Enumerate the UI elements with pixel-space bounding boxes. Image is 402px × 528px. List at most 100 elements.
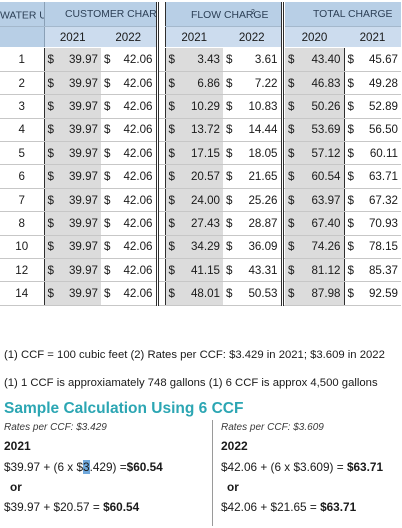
column-gap [155,258,165,283]
currency-symbol: $ [47,193,54,207]
amount-value: 85.37 [368,263,398,277]
customer-2022-cell: $42.06 [101,281,157,306]
currency-symbol: $ [104,193,111,207]
flow-2022-cell: $28.87 [223,211,282,236]
amount-value: 63.97 [311,193,341,207]
currency-symbol: $ [168,99,175,113]
total-2020-cell: $46.83 [285,71,344,96]
amount-value: 24.00 [190,193,220,207]
amount-value: 42.06 [123,146,153,160]
amount-value: 42.06 [123,76,153,90]
amount-value: 42.06 [123,287,153,301]
amount-value: 20.57 [190,170,220,184]
column-gap [155,141,165,166]
flow-year-2021: 2021 [164,26,223,49]
amount-value: 39.97 [68,76,98,90]
total-2020-cell: $63.97 [285,188,344,213]
total-2021-cell: $45.67 [343,47,401,72]
amount-value: 39.97 [68,240,98,254]
currency-symbol: $ [226,216,233,230]
amount-value: 48.01 [190,287,220,301]
calc-2022-formula: $42.06 + (6 x $3.609) = $63.71 [221,456,402,478]
amount-value: 78.15 [368,240,398,254]
currency-symbol: $ [168,146,175,160]
customer-year-2021: 2021 [43,26,101,49]
column-gap [155,118,165,143]
flow-2021-cell: $17.15 [164,141,223,166]
amount-value: 41.15 [190,263,220,277]
flow-charge-header: FLOW CHARGE2 [164,2,282,28]
total-2020-cell: $81.12 [285,258,344,283]
amount-value: 39.97 [68,216,98,230]
currency-symbol: $ [104,123,111,137]
flow-2021-cell: $48.01 [164,281,223,306]
customer-2022-cell: $42.06 [101,94,157,119]
currency-symbol: $ [47,53,54,67]
header-gap [155,2,165,27]
currency-symbol: $ [47,76,54,90]
total-2020-cell: $87.98 [285,281,344,306]
rate-2022-label: Rates per CCF: $3.609 [221,422,324,433]
amount-value: 39.97 [68,146,98,160]
total-2021-cell: $67.32 [343,188,401,213]
table-row: 6 $39.97 $42.06 $20.57 $21.65 $60.54 $63.71 [0,164,401,189]
amount-value: 49.28 [368,76,398,90]
flow-2021-cell: $13.72 [164,118,223,143]
amount-value: 45.67 [368,53,398,67]
water-use-cell: 12 [0,258,44,283]
total-year-2021: 2021 [344,26,401,49]
calc-2021-part-a: $39.97 + (6 x $ [4,460,84,474]
flow-2021-cell: $41.15 [164,258,223,283]
amount-value: 18.05 [248,146,278,160]
flow-2021-cell: $20.57 [164,164,223,189]
water-rate-table: WATER USE IN CCF1 CUSTOMER CHARGE FLOW C… [0,2,401,306]
table-row: 2 $39.97 $42.06 $6.86 $7.22 $46.83 $49.28 [0,71,401,96]
water-use-cell: 7 [0,188,44,213]
flow-2022-cell: $21.65 [223,164,282,189]
column-gap [280,47,285,72]
total-2021-cell: $60.11 [343,141,401,166]
sample-calculation-title: Sample Calculation Using 6 CCF [4,400,244,417]
amount-value: 53.69 [311,123,341,137]
calc-2021-sum: $39.97 + $20.57 = $60.54 [4,496,194,518]
water-use-cell: 6 [0,164,44,189]
header-gap [280,2,285,27]
total-2020-cell: $43.40 [285,47,344,72]
currency-symbol: $ [168,240,175,254]
column-gap [280,235,285,259]
column-gap [155,164,165,189]
table-row: 5 $39.97 $42.06 $17.15 $18.05 $57.12 $60.11 [0,141,401,166]
table-row: 4 $39.97 $42.06 $13.72 $14.44 $53.69 $56.50 [0,118,401,143]
column-gap [280,94,285,119]
amount-value: 42.06 [123,240,153,254]
table-row: 3 $39.97 $42.06 $10.29 $10.83 $50.26 $52.89 [0,94,401,119]
currency-symbol: $ [104,287,111,301]
amount-value: 57.12 [311,146,341,160]
column-gap [280,211,285,236]
flow-charge-footnote-mark: 2 [251,9,255,16]
amount-value: 3.61 [254,53,278,67]
currency-symbol: $ [168,170,175,184]
total-2020-cell: $53.69 [285,118,344,143]
year-gap [155,26,165,49]
year-header-row: 2021 2022 2021 2022 2020 2021 [0,26,401,49]
currency-symbol: $ [47,123,54,137]
currency-symbol: $ [104,76,111,90]
customer-2021-cell: $39.97 [43,118,101,143]
column-gap [280,188,285,213]
amount-value: 21.65 [248,170,278,184]
amount-value: 70.93 [368,216,398,230]
currency-symbol: $ [226,53,233,67]
currency-symbol: $ [226,76,233,90]
total-2021-cell: $49.28 [343,71,401,96]
currency-symbol: $ [288,193,295,207]
flow-2022-cell: $3.61 [223,47,282,72]
amount-value: 81.12 [311,263,341,277]
column-gap [280,281,285,306]
rate-2021-label: Rates per CCF: $3.429 [4,422,107,433]
amount-value: 50.53 [248,287,278,301]
customer-2022-cell: $42.06 [101,164,157,189]
amount-value: 36.09 [248,240,278,254]
flow-2021-cell: $3.43 [164,47,223,72]
amount-value: 39.97 [68,263,98,277]
